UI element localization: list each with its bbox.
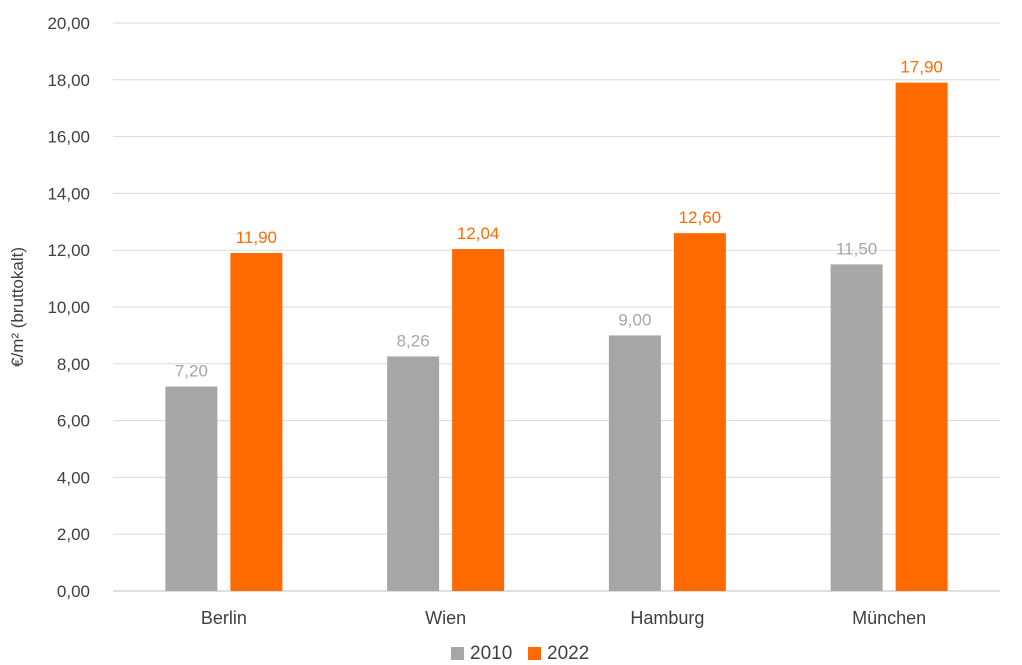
y-tick-label: 4,00 <box>57 468 90 487</box>
bar-2022-wien <box>452 249 504 591</box>
legend-swatch <box>528 647 541 660</box>
y-tick-label: 14,00 <box>47 184 90 203</box>
legend: 2010 2022 <box>451 643 589 664</box>
data-label: 17,90 <box>900 58 943 77</box>
legend-swatch <box>451 647 464 660</box>
y-tick-label: 12,00 <box>47 241 90 260</box>
legend-label: 2010 <box>470 643 512 664</box>
bar-2022-hamburg <box>674 233 726 591</box>
y-tick-label: 16,00 <box>47 128 90 147</box>
y-tick-label: 18,00 <box>47 71 90 90</box>
data-labels: 7,20 11,90 8,26 12,04 9,00 12,60 11,50 17,90 <box>175 58 943 381</box>
data-label: 11,90 <box>236 228 277 247</box>
legend-label: 2022 <box>547 643 589 664</box>
bar-2010-hamburg <box>609 335 661 591</box>
x-category-label: Hamburg <box>630 608 704 628</box>
x-axis-categories: Berlin Wien Hamburg München <box>201 608 926 628</box>
y-tick-label: 6,00 <box>57 412 90 431</box>
x-category-label: München <box>852 608 926 628</box>
y-axis-ticks: 0,00 2,00 4,00 6,00 8,00 10,00 12,00 14,00 16,00… <box>47 14 90 601</box>
bar-2010-münchen <box>831 264 883 591</box>
y-tick-label: 8,00 <box>57 355 90 374</box>
y-tick-label: 2,00 <box>57 525 90 544</box>
data-label: 7,20 <box>175 362 208 381</box>
data-label: 9,00 <box>618 310 651 329</box>
bar-2022-berlin <box>230 253 282 591</box>
y-tick-label: 0,00 <box>57 582 90 601</box>
y-axis-title: €/m² (bruttokalt) <box>8 247 27 367</box>
data-label: 11,50 <box>836 239 877 258</box>
bar-2022-münchen <box>896 83 948 591</box>
bar-2010-berlin <box>165 387 217 591</box>
bar-2010-wien <box>387 356 439 591</box>
data-label: 12,60 <box>679 208 722 227</box>
data-label: 8,26 <box>397 331 430 350</box>
y-tick-label: 10,00 <box>47 298 90 317</box>
x-category-label: Berlin <box>201 608 247 628</box>
data-label: 12,04 <box>457 224 500 243</box>
x-category-label: Wien <box>425 608 466 628</box>
bars <box>165 83 947 591</box>
y-tick-label: 20,00 <box>47 14 90 33</box>
